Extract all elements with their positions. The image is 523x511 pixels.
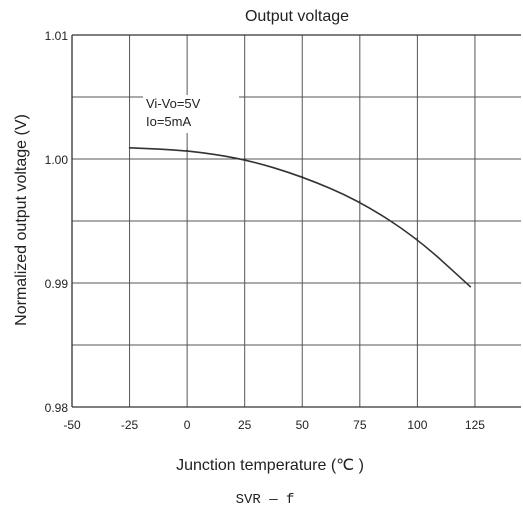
curve-data-point <box>359 200 361 202</box>
y-tick-label: 0.98 <box>45 401 69 415</box>
curve-data-point <box>186 149 188 152</box>
y-tick-label: 1.00 <box>45 153 69 167</box>
chart-caption: SVR — f <box>236 492 295 508</box>
x-tick-label: 125 <box>465 418 485 432</box>
output-voltage-curve <box>129 147 471 288</box>
annotation-box: Vi-Vo=5V Io=5mA <box>143 95 239 133</box>
curve-data-point <box>416 237 419 240</box>
grid <box>72 35 521 407</box>
annotation-condition-2: Io=5mA <box>146 114 191 129</box>
curve-data-point <box>128 147 131 149</box>
x-tick-label: 100 <box>407 418 427 432</box>
curve-data-point <box>301 175 304 178</box>
curve-data-point <box>469 285 472 288</box>
axes <box>71 34 521 408</box>
annotation-condition-1: Vi-Vo=5V <box>146 96 201 111</box>
series-layer <box>128 147 472 288</box>
x-tick-label: 25 <box>238 418 252 432</box>
chart-title: Output voltage <box>245 8 349 25</box>
tick-labels: -50 -25 0 25 50 75 100 125 0.98 0.99 1.00 1.01 <box>45 29 486 432</box>
y-axis-label: Normalized output voltage (V) <box>13 114 30 326</box>
y-tick-label: 1.01 <box>45 29 69 43</box>
y-tick-label: 0.99 <box>45 277 69 291</box>
x-tick-label: 75 <box>353 418 367 432</box>
x-tick-label: 0 <box>184 418 191 432</box>
curve-data-point <box>243 158 246 160</box>
x-axis-label: Junction temperature (℃ ) <box>176 457 364 474</box>
x-tick-label: -25 <box>121 418 139 432</box>
x-tick-label: 50 <box>296 418 310 432</box>
x-tick-label: -50 <box>63 418 81 432</box>
